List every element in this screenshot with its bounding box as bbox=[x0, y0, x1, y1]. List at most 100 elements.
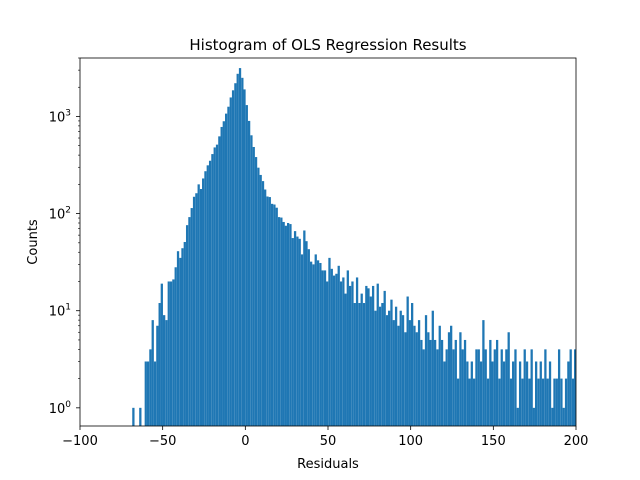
histogram-bar bbox=[339, 281, 343, 426]
histogram-bar bbox=[443, 361, 446, 426]
histogram-bar bbox=[553, 378, 556, 426]
histogram-bar bbox=[199, 189, 203, 426]
chart-title: Histogram of OLS Regression Results bbox=[189, 36, 466, 54]
histogram-bar bbox=[252, 146, 255, 427]
histogram-bar bbox=[165, 320, 168, 426]
histogram-bar bbox=[454, 339, 457, 426]
x-axis-ticks: −100 −50 0 50 100 150 200 bbox=[62, 426, 588, 449]
histogram-bar bbox=[358, 303, 361, 426]
histogram-bar bbox=[291, 238, 294, 426]
histogram-bar bbox=[411, 303, 414, 426]
histogram-bar bbox=[266, 196, 269, 426]
histogram-bar bbox=[298, 238, 301, 426]
histogram-bar bbox=[567, 361, 570, 426]
histogram-bar bbox=[374, 310, 377, 426]
histogram-bar bbox=[227, 106, 230, 426]
histogram-bar bbox=[238, 68, 242, 426]
histogram-bar bbox=[401, 315, 405, 426]
histogram-bar bbox=[213, 147, 216, 426]
histogram-bar bbox=[445, 349, 448, 426]
histogram-bar bbox=[484, 349, 487, 426]
histogram-bar bbox=[564, 378, 568, 426]
histogram-bar bbox=[273, 204, 276, 426]
histogram-bar bbox=[179, 257, 182, 426]
histogram-bar bbox=[383, 290, 386, 426]
histogram-bar bbox=[535, 361, 538, 426]
histogram-bar bbox=[316, 260, 320, 426]
histogram-bar bbox=[287, 223, 290, 426]
histogram-bar bbox=[378, 306, 382, 426]
histogram-bar bbox=[376, 283, 379, 426]
histogram-bar bbox=[243, 89, 246, 427]
histogram-bar bbox=[569, 349, 572, 426]
histogram-bars bbox=[132, 68, 576, 427]
histogram-bar bbox=[456, 378, 460, 426]
histogram-bar bbox=[539, 361, 542, 426]
histogram-bar bbox=[181, 248, 184, 426]
histogram-bar bbox=[261, 181, 265, 426]
histogram-bar bbox=[371, 285, 375, 426]
histogram-bar bbox=[351, 281, 354, 426]
histogram-bar bbox=[174, 267, 177, 426]
histogram-bar bbox=[415, 332, 418, 426]
histogram-bar bbox=[408, 320, 411, 426]
histogram-bar bbox=[231, 90, 235, 427]
histogram-bar bbox=[153, 361, 157, 426]
histogram-bar bbox=[495, 339, 499, 426]
histogram-bar bbox=[555, 378, 558, 426]
histogram-bar bbox=[369, 296, 372, 426]
histogram-bar bbox=[385, 315, 389, 426]
histogram-bar bbox=[218, 136, 221, 427]
histogram-bar bbox=[202, 178, 205, 426]
histogram-bar bbox=[482, 320, 485, 426]
histogram-bar bbox=[149, 349, 152, 426]
histogram-bar bbox=[516, 407, 519, 426]
histogram-bar bbox=[323, 270, 327, 426]
histogram-bar bbox=[259, 174, 262, 426]
histogram-bar bbox=[528, 378, 531, 426]
histogram-bar bbox=[156, 325, 159, 426]
histogram-bar bbox=[548, 361, 552, 426]
x-tick-label: 50 bbox=[320, 434, 337, 449]
histogram-bar bbox=[195, 193, 198, 426]
histogram-bar bbox=[489, 339, 492, 426]
y-tick-label: 102 bbox=[49, 206, 71, 223]
histogram-bar bbox=[303, 230, 306, 426]
y-tick-exponent: 3 bbox=[65, 108, 71, 118]
histogram-bar bbox=[468, 378, 471, 426]
histogram-bar bbox=[450, 325, 453, 426]
histogram-bar bbox=[560, 378, 563, 426]
histogram-bar bbox=[132, 407, 135, 426]
histogram-bar bbox=[381, 303, 384, 426]
histogram-bar bbox=[479, 361, 483, 426]
histogram-bar bbox=[151, 320, 154, 426]
histogram-bar bbox=[431, 310, 434, 426]
y-tick-exponent: 0 bbox=[65, 400, 71, 410]
y-tick-exponent: 2 bbox=[65, 206, 71, 216]
histogram-bar bbox=[208, 160, 212, 426]
histogram-bar bbox=[321, 270, 324, 426]
histogram-bar bbox=[190, 208, 193, 426]
histogram-bar bbox=[424, 315, 428, 426]
histogram-bar bbox=[326, 281, 329, 426]
histogram-bar bbox=[388, 310, 391, 426]
histogram-bar bbox=[500, 349, 503, 426]
histogram-bar bbox=[344, 293, 347, 426]
histogram-bar bbox=[365, 285, 368, 426]
histogram-bar bbox=[211, 154, 214, 426]
histogram-bar bbox=[169, 281, 173, 426]
histogram-bar bbox=[319, 262, 322, 426]
x-tick-label: 150 bbox=[481, 434, 506, 449]
histogram-bar bbox=[429, 339, 432, 426]
histogram-bar bbox=[305, 241, 308, 426]
histogram-bar bbox=[167, 281, 170, 426]
y-tick-label: 100 bbox=[49, 400, 72, 417]
histogram-bar bbox=[521, 378, 524, 426]
histogram-bar bbox=[461, 349, 464, 426]
histogram-bar bbox=[523, 349, 526, 426]
histogram-bar bbox=[505, 349, 508, 426]
histogram-bar bbox=[392, 320, 395, 426]
histogram-bar bbox=[394, 306, 398, 426]
histogram-bar bbox=[268, 197, 271, 426]
